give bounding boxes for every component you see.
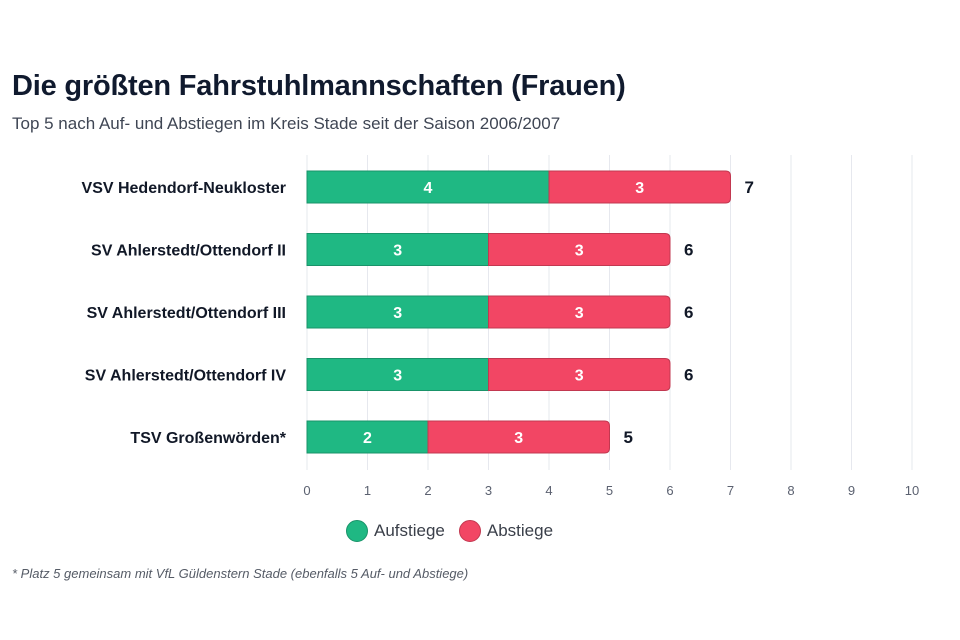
- category-label: VSV Hedendorf-Neukloster: [82, 180, 286, 197]
- legend-label-abstiege: Abstiege: [486, 521, 554, 540]
- bar-abstiege: [427, 420, 610, 454]
- category-label: SV Ahlerstedt/Ottendorf II: [91, 243, 286, 260]
- x-tick-label: 5: [606, 483, 613, 498]
- bar-value-label: 3: [393, 243, 402, 260]
- bar-value-label: 3: [514, 430, 523, 447]
- bar-value-label: 3: [575, 368, 584, 385]
- x-tick-label: 0: [303, 483, 310, 498]
- legend-label-aufstiege: Aufstiege: [374, 521, 445, 540]
- chart-subtitle: Top 5 nach Auf- und Abstiegen im Kreis S…: [12, 114, 561, 133]
- bar-value-label: 4: [424, 180, 433, 197]
- legend-item-aufstiege[interactable]: Aufstiege: [346, 520, 445, 542]
- bar-value-label: 3: [393, 368, 402, 385]
- x-tick-label: 6: [666, 483, 673, 498]
- bar-total-label: 6: [684, 366, 693, 385]
- bar-aufstiege: [306, 170, 550, 204]
- bar-aufstiege: [306, 295, 489, 329]
- x-tick-label: 3: [485, 483, 492, 498]
- x-tick-label: 4: [545, 483, 552, 498]
- bar-value-label: 2: [363, 430, 372, 447]
- x-tick-label: 2: [424, 483, 431, 498]
- x-tick-label: 10: [905, 483, 919, 498]
- bar-total-label: 6: [684, 303, 693, 322]
- legend-item-abstiege[interactable]: Abstiege: [458, 520, 554, 542]
- bar-value-label: 3: [575, 305, 584, 322]
- bar-abstiege: [488, 233, 671, 266]
- legend-swatch-aufstiege: [346, 520, 368, 542]
- bar-abstiege: [548, 170, 731, 204]
- bar-aufstiege: [306, 358, 489, 391]
- footnote: * Platz 5 gemeinsam mit VfL Güldenstern …: [12, 566, 469, 581]
- legend: Aufstiege Abstiege: [346, 520, 567, 542]
- bar-value-label: 3: [393, 305, 402, 322]
- legend-swatch-abstiege: [458, 520, 481, 542]
- chart-title: Die größten Fahrstuhlmannschaften (Fraue…: [12, 70, 626, 102]
- bar-abstiege: [488, 295, 671, 329]
- category-label: TSV Großenwörden*: [130, 430, 286, 447]
- bar-value-label: 3: [575, 243, 584, 260]
- x-tick-label: 8: [787, 483, 794, 498]
- category-label: SV Ahlerstedt/Ottendorf IV: [85, 368, 287, 385]
- x-tick-label: 1: [364, 483, 371, 498]
- bar-total-label: 6: [684, 241, 693, 260]
- bar-abstiege: [488, 358, 671, 391]
- bar-total-label: 7: [745, 178, 754, 197]
- bar-value-label: 3: [635, 180, 644, 197]
- bar-aufstiege: [306, 420, 429, 454]
- x-tick-label: 9: [848, 483, 855, 498]
- x-tick-label: 7: [727, 483, 734, 498]
- category-label: SV Ahlerstedt/Ottendorf III: [87, 305, 286, 322]
- bar-total-label: 5: [624, 428, 633, 447]
- bar-aufstiege: [306, 233, 489, 266]
